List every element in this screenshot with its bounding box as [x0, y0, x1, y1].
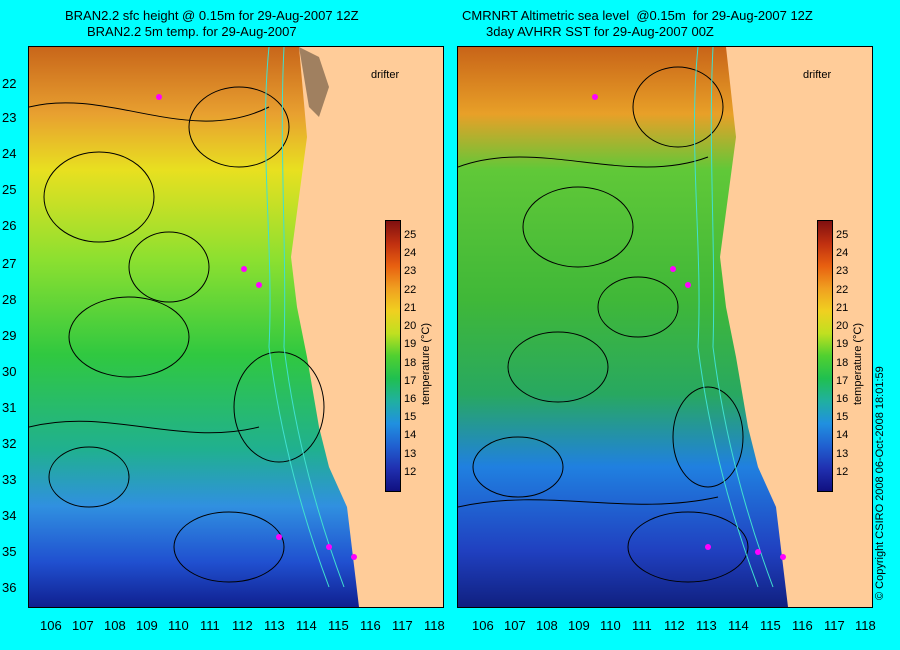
- lat-label: 36: [2, 580, 17, 595]
- lon-label: 112: [232, 618, 253, 633]
- right-map-panel[interactable]: drifter: [457, 46, 873, 608]
- lat-label: 26: [2, 218, 17, 233]
- left-title-line2: BRAN2.2 5m temp. for 29-Aug-2007: [87, 24, 297, 39]
- lon-label: 108: [104, 618, 126, 633]
- lon-label: 107: [72, 618, 94, 633]
- lon-label: 114: [296, 618, 317, 633]
- cbar-tick: 19: [836, 338, 849, 350]
- lon-label: 116: [360, 618, 381, 633]
- colorbar-title-left: temperature (°C): [420, 322, 432, 405]
- cbar-tick: 13: [404, 448, 417, 460]
- lat-label: 31: [2, 400, 17, 415]
- lon-label: 113: [264, 618, 285, 633]
- lon-label: 117: [392, 618, 413, 633]
- lon-label: 111: [200, 618, 220, 633]
- lon-label: 110: [168, 618, 189, 633]
- right-map-image: [458, 47, 872, 607]
- lon-label: 109: [568, 618, 590, 633]
- cbar-tick: 14: [404, 429, 417, 441]
- left-title-line1: BRAN2.2 sfc height @ 0.15m for 29-Aug-20…: [65, 8, 359, 23]
- lat-label: 30: [2, 364, 17, 379]
- lat-label: 22: [2, 76, 17, 91]
- cbar-tick: 12: [836, 466, 849, 478]
- cbar-tick: 15: [836, 411, 849, 423]
- lon-label: 114: [728, 618, 749, 633]
- cbar-tick: 22: [404, 284, 417, 296]
- cbar-tick: 23: [404, 265, 417, 277]
- lon-label: 106: [472, 618, 494, 633]
- cbar-tick: 16: [404, 393, 417, 405]
- lon-label: 111: [632, 618, 652, 633]
- lat-label: 29: [2, 328, 17, 343]
- cbar-tick: 20: [404, 320, 417, 332]
- cbar-tick: 23: [836, 265, 849, 277]
- cbar-tick: 12: [404, 466, 417, 478]
- colorbar-title-right: temperature (°C): [852, 322, 864, 405]
- cbar-tick: 21: [404, 302, 417, 314]
- cbar-tick: 24: [404, 247, 417, 259]
- copyright-text: © Copyright CSIRO 2008 06-Oct-2008 18:01…: [874, 366, 886, 600]
- lon-label: 112: [664, 618, 685, 633]
- cbar-tick: 25: [836, 229, 849, 241]
- colorbar-left: [385, 220, 401, 492]
- cbar-tick: 19: [404, 338, 417, 350]
- cbar-tick: 24: [836, 247, 849, 259]
- cbar-tick: 21: [836, 302, 849, 314]
- left-map-panel[interactable]: drifter: [28, 46, 444, 608]
- lon-label: 115: [328, 618, 349, 633]
- cbar-tick: 14: [836, 429, 849, 441]
- lat-label: 28: [2, 292, 17, 307]
- lat-label: 25: [2, 182, 17, 197]
- lon-label: 106: [40, 618, 62, 633]
- cbar-tick: 17: [404, 375, 417, 387]
- colorbar-right: [817, 220, 833, 492]
- lon-label: 108: [536, 618, 558, 633]
- lon-label: 110: [600, 618, 621, 633]
- cbar-tick: 18: [836, 357, 849, 369]
- right-title-line2: 3day AVHRR SST for 29-Aug-2007 00Z: [486, 24, 714, 39]
- lat-label: 32: [2, 436, 17, 451]
- lon-label: 118: [855, 618, 876, 633]
- lon-label: 116: [792, 618, 813, 633]
- cbar-tick: 17: [836, 375, 849, 387]
- drifter-legend-label-right: drifter: [803, 69, 832, 81]
- lat-label: 23: [2, 110, 17, 125]
- lat-label: 35: [2, 544, 17, 559]
- lon-label: 118: [424, 618, 445, 633]
- lon-label: 117: [824, 618, 845, 633]
- drifter-legend-label: drifter: [371, 69, 400, 81]
- lon-label: 113: [696, 618, 717, 633]
- lon-label: 115: [760, 618, 781, 633]
- cbar-tick: 25: [404, 229, 417, 241]
- lon-label: 107: [504, 618, 526, 633]
- left-map-image: [29, 47, 443, 607]
- cbar-tick: 20: [836, 320, 849, 332]
- cbar-tick: 13: [836, 448, 849, 460]
- lon-label: 109: [136, 618, 158, 633]
- lat-label: 27: [2, 256, 17, 271]
- lat-label: 34: [2, 508, 17, 523]
- lat-label: 33: [2, 472, 17, 487]
- cbar-tick: 18: [404, 357, 417, 369]
- right-title-line1: CMRNRT Altimetric sea level @0.15m for 2…: [462, 8, 813, 23]
- cbar-tick: 15: [404, 411, 417, 423]
- cbar-tick: 22: [836, 284, 849, 296]
- cbar-tick: 16: [836, 393, 849, 405]
- lat-label: 24: [2, 146, 17, 161]
